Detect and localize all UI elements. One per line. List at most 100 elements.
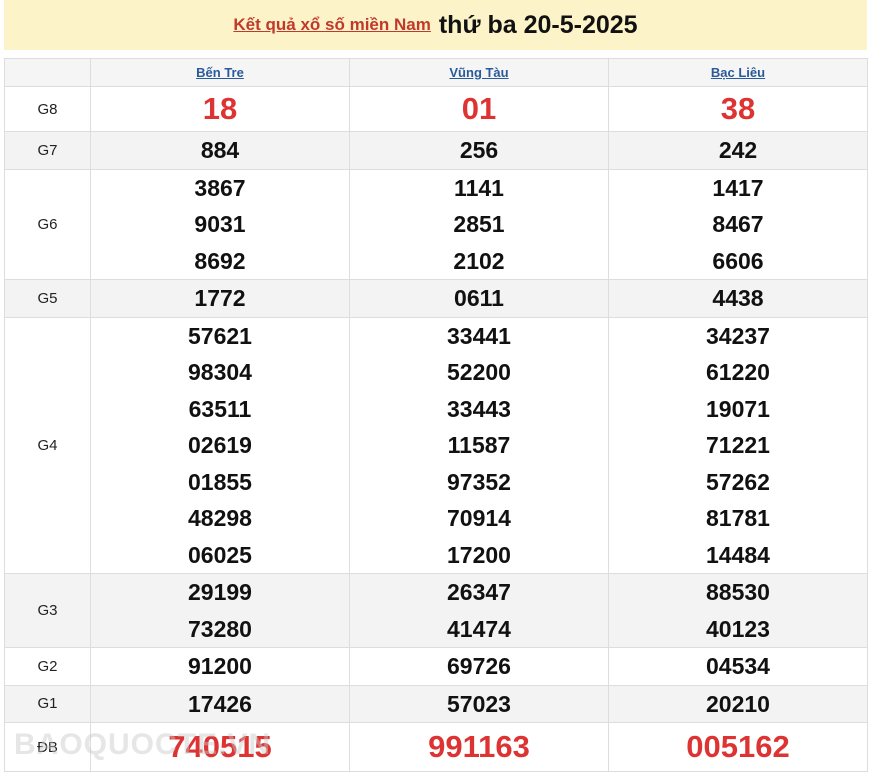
prize-number: 8467 [712, 211, 764, 237]
prize-number: 97352 [447, 468, 511, 495]
prize-number: 34237 [706, 322, 770, 349]
prize-label: G2 [4, 647, 91, 686]
prize-number: 57262 [706, 468, 770, 495]
prize-cell: 04534 [608, 647, 868, 686]
prize-cell: 242 [608, 131, 868, 170]
results-table: Bến Tre Vũng Tàu Bạc Liêu G8 18 01 38 G7 884 2… [4, 58, 868, 772]
header-row: Bến Tre Vũng Tàu Bạc Liêu [4, 58, 868, 87]
prize-cell: 57621 98304 63511 02619 01855 48298 06025 [90, 316, 350, 574]
prize-number: 2851 [453, 211, 505, 237]
prize-number: 81781 [706, 505, 770, 531]
prize-row: G2 91200 69726 04534 [4, 647, 868, 686]
prize-number: 3867 [194, 174, 246, 201]
province-header: Bạc Liêu [608, 58, 868, 87]
prize-cell: 26347 41474 [349, 573, 609, 648]
prize-number: 04534 [706, 653, 770, 679]
prize-cell: 884 [90, 131, 350, 170]
prize-cell: 3867 9031 8692 [90, 168, 350, 280]
prize-row: G8 18 01 38 [4, 86, 868, 132]
prize-number: 9031 [194, 211, 246, 237]
prize-number: 71221 [706, 432, 770, 458]
prize-row: G7 884 256 242 [4, 131, 868, 170]
prize-row: G1 17426 57023 20210 [4, 684, 868, 723]
prize-cell: 20210 [608, 684, 868, 723]
prize-number: 256 [459, 137, 499, 163]
prize-cell: 1417 8467 6606 [608, 168, 868, 280]
corner-cell [4, 58, 91, 87]
prize-number: 06025 [188, 541, 252, 568]
prize-cell: 34237 61220 19071 71221 57262 81781 14484 [608, 316, 868, 574]
prize-cell: 57023 [349, 684, 609, 723]
prize-cell: 33441 52200 33443 11587 97352 70914 17200 [349, 316, 609, 574]
prize-number: 40123 [706, 615, 770, 642]
prize-cell: 005162 [608, 722, 868, 772]
prize-cell: 18 [90, 86, 350, 132]
prize-number: 4438 [712, 285, 764, 311]
prize-row: ĐB 740515 991163 005162 [4, 722, 868, 772]
province-link[interactable]: Vũng Tàu [449, 65, 509, 80]
prize-number: 14484 [706, 541, 770, 568]
prize-number: 18 [202, 91, 238, 126]
province-link[interactable]: Bạc Liêu [710, 65, 766, 80]
prize-cell: 91200 [90, 647, 350, 686]
province-header: Vũng Tàu [349, 58, 609, 87]
prize-number: 0611 [454, 285, 504, 311]
prize-number: 242 [718, 137, 758, 163]
prize-number: 1417 [712, 174, 764, 201]
prize-number: 69726 [447, 653, 511, 679]
prize-row: G5 1772 0611 4438 [4, 279, 868, 318]
province-header: Bến Tre [90, 58, 350, 87]
prize-number: 11587 [447, 432, 511, 458]
prize-cell: 29199 73280 [90, 573, 350, 648]
prize-label: G4 [4, 316, 91, 574]
prize-number: 005162 [686, 729, 790, 764]
prize-cell: 1141 2851 2102 [349, 168, 609, 280]
prize-number: 48298 [188, 505, 252, 531]
prize-number: 19071 [706, 395, 770, 422]
prize-label: ĐB [4, 722, 91, 772]
prize-number: 01 [461, 91, 497, 126]
results-link[interactable]: Kết quả xổ số miền Nam [233, 15, 431, 34]
prize-number: 57621 [188, 322, 252, 349]
prize-cell: 88530 40123 [608, 573, 868, 648]
prize-cell: 1772 [90, 279, 350, 318]
prize-cell: 69726 [349, 647, 609, 686]
prize-number: 98304 [188, 359, 252, 385]
prize-cell: 38 [608, 86, 868, 132]
draw-date: thứ ba 20-5-2025 [438, 10, 638, 39]
prize-number: 884 [200, 137, 240, 163]
prize-number: 26347 [447, 579, 511, 605]
prize-cell: 01 [349, 86, 609, 132]
prize-label: G3 [4, 573, 91, 648]
prize-number: 991163 [428, 729, 530, 764]
prize-cell: 256 [349, 131, 609, 170]
prize-number: 57023 [447, 690, 511, 717]
prize-label: G6 [4, 168, 91, 280]
prize-number: 63511 [188, 395, 252, 422]
prize-label: G8 [4, 86, 91, 132]
prize-label: G7 [4, 131, 91, 170]
title-bar: Kết quả xổ số miền Nam thứ ba 20-5-2025 [4, 0, 867, 50]
prize-cell: 740515 [90, 722, 350, 772]
prize-number: 17426 [188, 690, 252, 717]
province-link[interactable]: Bến Tre [196, 65, 244, 80]
prize-cell: 4438 [608, 279, 868, 318]
prize-number: 02619 [188, 432, 252, 458]
prize-number: 1141 [454, 174, 504, 201]
prize-label: G1 [4, 684, 91, 723]
prize-number: 52200 [447, 359, 511, 385]
prize-number: 88530 [706, 579, 770, 605]
prize-row: G3 29199 73280 26347 41474 88530 40123 [4, 573, 868, 648]
prize-number: 29199 [188, 579, 252, 605]
prize-number: 41474 [447, 615, 511, 642]
prize-cell: 17426 [90, 684, 350, 723]
prize-number: 8692 [194, 247, 246, 274]
prize-number: 33441 [447, 322, 511, 349]
prize-number: 20210 [706, 690, 770, 717]
prize-number: 6606 [712, 247, 764, 274]
prize-number: 38 [720, 91, 756, 126]
watermark: BAOQUOCTE.VN [14, 728, 272, 761]
prize-number: 01855 [188, 468, 252, 495]
prize-number: 33443 [447, 395, 511, 422]
prize-row: G4 57621 98304 63511 02619 01855 48298 06025 334… [4, 316, 868, 574]
